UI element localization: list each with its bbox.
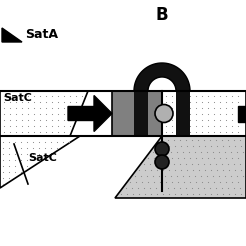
Bar — [162, 91, 246, 136]
Text: B: B — [156, 6, 168, 24]
Polygon shape — [0, 91, 88, 136]
Bar — [0, 136, 246, 201]
Bar — [112, 91, 162, 136]
Polygon shape — [2, 28, 22, 42]
Polygon shape — [115, 136, 246, 198]
Circle shape — [155, 155, 169, 169]
Bar — [134, 91, 148, 136]
Circle shape — [155, 142, 169, 156]
Text: SatC: SatC — [28, 153, 57, 163]
Bar — [0, 91, 246, 136]
Bar — [238, 106, 246, 122]
Circle shape — [155, 105, 173, 123]
Text: SatC: SatC — [3, 93, 32, 103]
Text: SatA: SatA — [25, 29, 58, 42]
Polygon shape — [134, 63, 190, 91]
Polygon shape — [68, 95, 112, 132]
Bar — [176, 91, 190, 136]
Polygon shape — [0, 136, 80, 188]
